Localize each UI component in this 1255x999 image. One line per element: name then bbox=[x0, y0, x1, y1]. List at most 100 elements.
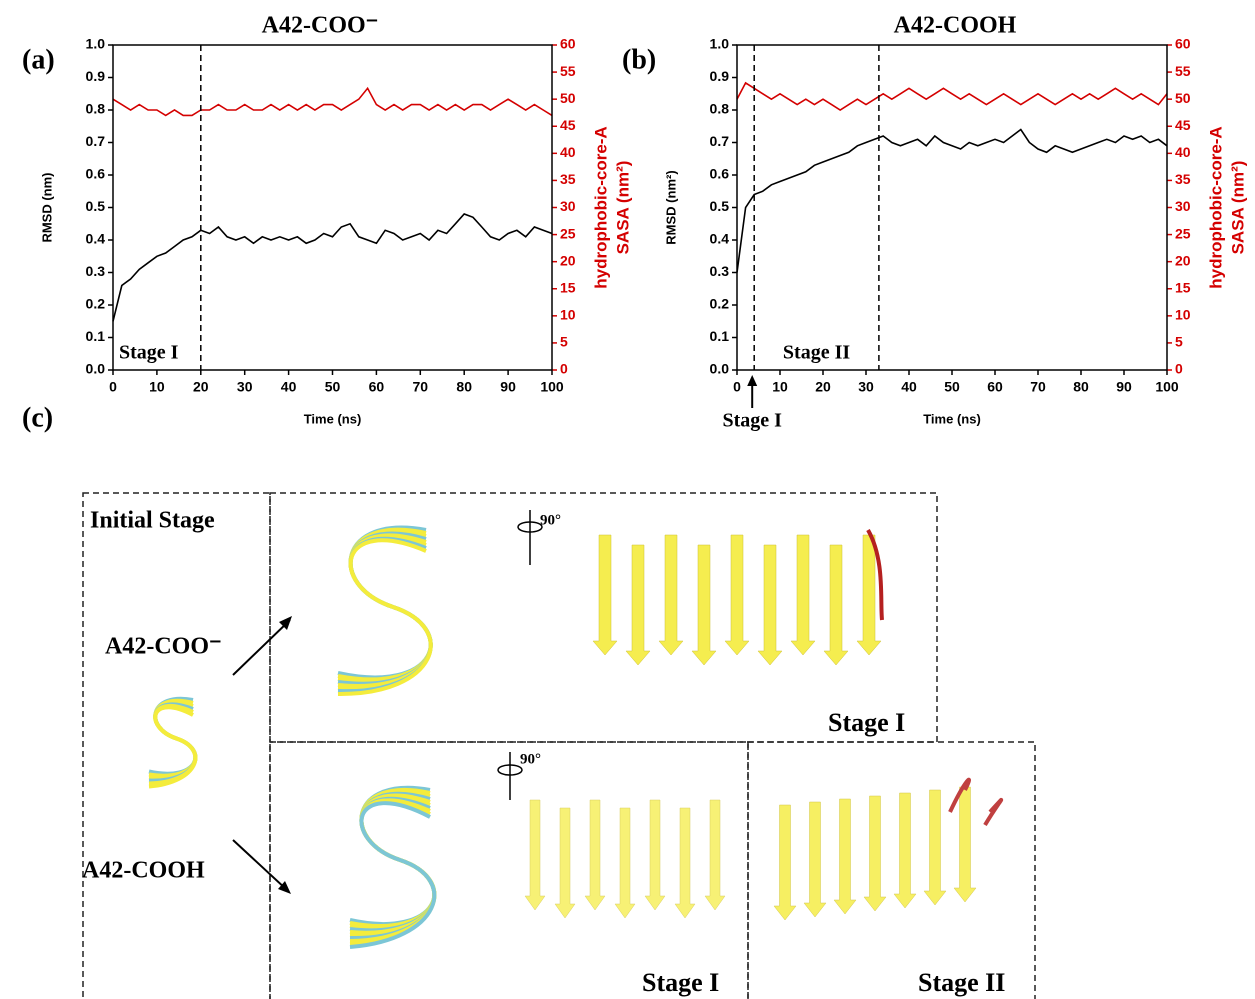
panel-label: (a) bbox=[22, 44, 55, 75]
x-tick-label: 50 bbox=[944, 379, 960, 395]
backbone bbox=[338, 540, 431, 694]
y2-tick-label: 45 bbox=[1175, 117, 1191, 133]
beta-strand bbox=[555, 808, 575, 918]
x-tick-label: 60 bbox=[369, 379, 385, 395]
chart-title: A42-COOH bbox=[894, 13, 1017, 39]
y2-tick-label: 50 bbox=[1175, 90, 1191, 106]
series-line bbox=[113, 88, 552, 115]
series-line bbox=[737, 130, 1167, 273]
y-tick-label: 0.1 bbox=[710, 328, 730, 344]
figure: (c) Initial Stage A42-COO⁻ A42-COOH 90° … bbox=[0, 0, 1255, 999]
stage-label: Stage I bbox=[119, 342, 179, 364]
y2-tick-label: 5 bbox=[560, 334, 568, 350]
x-tick-label: 30 bbox=[858, 379, 874, 395]
x-tick-label: 20 bbox=[815, 379, 831, 395]
y2-axis-label: hydrophobic-core-A bbox=[1206, 126, 1225, 288]
stage-title: Initial Stage bbox=[90, 508, 215, 534]
y2-tick-label: 60 bbox=[1175, 36, 1191, 52]
y2-tick-label: 40 bbox=[560, 144, 576, 160]
y2-tick-label: 55 bbox=[1175, 63, 1191, 79]
stage-label: Stage II bbox=[918, 968, 1005, 997]
x-tick-label: 0 bbox=[733, 379, 741, 395]
x-tick-label: 80 bbox=[456, 379, 472, 395]
rotation-label: 90° bbox=[540, 512, 561, 528]
x-axis-label: Time (ns) bbox=[923, 411, 981, 426]
panel-label: (c) bbox=[22, 402, 53, 433]
x-tick-label: 50 bbox=[325, 379, 341, 395]
y-tick-label: 0.2 bbox=[710, 296, 730, 312]
stage-label: Stage I bbox=[642, 968, 719, 997]
x-tick-label: 0 bbox=[109, 379, 117, 395]
beta-strand bbox=[725, 535, 749, 655]
y2-tick-label: 35 bbox=[1175, 171, 1191, 187]
y2-tick-label: 5 bbox=[1175, 334, 1183, 350]
stage-label: Stage I bbox=[828, 708, 905, 737]
series-line bbox=[113, 214, 552, 321]
y2-tick-label: 30 bbox=[560, 198, 576, 214]
x-tick-label: 60 bbox=[987, 379, 1003, 395]
beta-strand bbox=[705, 800, 725, 910]
y2-tick-label: 30 bbox=[1175, 198, 1191, 214]
y2-tick-label: 15 bbox=[560, 279, 576, 295]
y2-tick-label: 25 bbox=[1175, 225, 1191, 241]
x-tick-label: 40 bbox=[901, 379, 917, 395]
beta-strand bbox=[864, 796, 886, 911]
y2-tick-label: 35 bbox=[560, 171, 576, 187]
y2-tick-label: 25 bbox=[560, 225, 576, 241]
y2-tick-label: 20 bbox=[1175, 252, 1191, 268]
y2-tick-label: 10 bbox=[560, 307, 576, 323]
x-tick-label: 90 bbox=[500, 379, 516, 395]
y2-tick-label: 15 bbox=[1175, 279, 1191, 295]
y-tick-label: 0.7 bbox=[710, 133, 730, 149]
beta-strand bbox=[692, 545, 716, 665]
y-tick-label: 0.0 bbox=[710, 361, 730, 377]
y-tick-label: 0.8 bbox=[710, 101, 730, 117]
y-tick-label: 0.5 bbox=[86, 198, 106, 214]
y-tick-label: 0.5 bbox=[710, 198, 730, 214]
beta-strand bbox=[954, 787, 976, 902]
molecule-label: A42-COO⁻ bbox=[105, 634, 222, 660]
x-axis-label: Time (ns) bbox=[304, 411, 362, 426]
y-tick-label: 0.8 bbox=[86, 101, 106, 117]
x-tick-label: 70 bbox=[1030, 379, 1046, 395]
box bbox=[270, 742, 748, 999]
stage-label: Stage I bbox=[722, 410, 782, 432]
y2-tick-label: 0 bbox=[560, 361, 568, 377]
beta-strand bbox=[585, 800, 605, 910]
y2-tick-label: 50 bbox=[560, 90, 576, 106]
y2-axis-label: hydrophobic-core-A bbox=[591, 126, 610, 288]
arrow bbox=[233, 620, 290, 675]
x-tick-label: 100 bbox=[1155, 379, 1179, 395]
panel-label: (b) bbox=[622, 44, 656, 75]
box bbox=[748, 742, 1035, 999]
y-tick-label: 0.6 bbox=[710, 166, 730, 182]
x-tick-label: 80 bbox=[1073, 379, 1089, 395]
y-axis-label: RMSD (nm) bbox=[39, 172, 54, 242]
y-axis-label: RMSD (nm²) bbox=[663, 170, 678, 244]
molecule-label: A42-COOH bbox=[82, 858, 205, 884]
y2-tick-label: 40 bbox=[1175, 144, 1191, 160]
y-tick-label: 0.4 bbox=[86, 231, 106, 247]
beta-strand bbox=[645, 800, 665, 910]
y2-tick-label: 45 bbox=[560, 117, 576, 133]
y-tick-label: 0.3 bbox=[710, 263, 730, 279]
beta-strand bbox=[804, 802, 826, 917]
arrow-head bbox=[747, 375, 757, 386]
beta-strand bbox=[834, 799, 856, 914]
x-tick-label: 70 bbox=[413, 379, 429, 395]
x-tick-label: 10 bbox=[149, 379, 165, 395]
y2-tick-label: 0 bbox=[1175, 361, 1183, 377]
y-tick-label: 0.9 bbox=[86, 68, 106, 84]
y2-axis-label: SASA (nm²) bbox=[1228, 161, 1247, 255]
y-tick-label: 0.9 bbox=[710, 68, 730, 84]
loop bbox=[950, 780, 1001, 825]
y2-tick-label: 20 bbox=[560, 252, 576, 268]
box bbox=[83, 493, 270, 999]
beta-strand bbox=[758, 545, 782, 665]
stage-label: Stage II bbox=[783, 342, 850, 364]
y-tick-label: 0.0 bbox=[86, 361, 106, 377]
y2-tick-label: 60 bbox=[560, 36, 576, 52]
y-tick-label: 0.6 bbox=[86, 166, 106, 182]
y-tick-label: 0.3 bbox=[86, 263, 106, 279]
y-tick-label: 0.1 bbox=[86, 328, 106, 344]
